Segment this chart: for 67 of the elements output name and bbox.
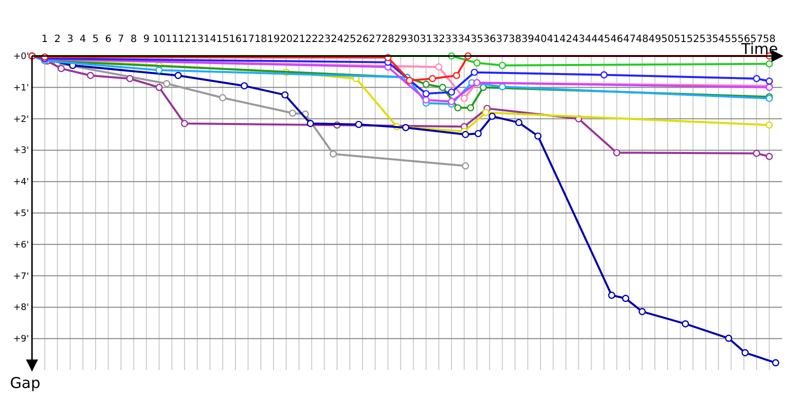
x-tick-label: 58 [762,34,776,45]
y-tick-label: +0' [13,52,29,62]
x-tick-label: 4 [80,34,86,45]
y-axis-title: Gap [10,374,40,392]
x-tick-label: 27 [368,34,382,45]
x-tick-label: 1 [42,34,48,45]
x-tick-label: 10 [152,34,166,45]
y-tick-label: +9' [13,334,29,345]
y-tick-label: +4' [13,178,29,188]
x-tick-label: 9 [143,34,150,45]
x-tick-label: 44 [584,34,598,45]
x-tick-label: 22 [305,34,318,45]
x-tick-label: 25 [343,34,356,45]
x-tick-label: 48 [636,34,649,45]
x-tick-label: 19 [267,34,280,45]
x-tick-label: 28 [382,34,394,45]
x-tick-label: 8 [130,34,137,45]
x-tick-label: 18 [254,34,268,45]
x-tick-label: 23 [318,34,331,45]
x-tick-label: 11 [165,34,178,45]
x-tick-label: 49 [648,34,662,45]
y-tick-label: +8' [13,303,29,314]
x-tick-label: 50 [661,34,674,45]
x-tick-label: 7 [118,34,124,45]
x-tick-label: 51 [674,34,687,45]
x-tick-label: 45 [598,34,610,45]
x-tick-label: 40 [534,34,547,45]
x-tick-label: 30 [406,34,420,45]
x-tick-label: 24 [330,34,344,45]
x-tick-label: 41 [546,34,560,45]
x-tick-label: 43 [572,34,585,45]
x-tick-label: 36 [483,34,496,45]
x-tick-label: 34 [458,34,471,45]
x-tick-label: 20 [280,34,293,45]
x-tick-label: 21 [292,34,306,45]
x-tick-label: 38 [508,34,522,45]
x-tick-label: 39 [521,34,534,45]
x-tick-label: 37 [496,34,509,45]
y-tick-label: +2' [13,114,29,125]
x-tick-label: 33 [445,34,458,45]
x-tick-label: 47 [623,34,636,45]
x-tick-label: 42 [560,34,572,45]
y-tick-label: +6' [13,240,29,250]
x-tick-label: 16 [229,34,242,45]
x-tick-label: 31 [420,34,432,45]
x-tick-label: 26 [356,34,369,45]
x-tick-label: 55 [724,34,738,45]
x-tick-label: 5 [92,34,99,45]
x-tick-label: 12 [178,34,191,45]
x-tick-label: 35 [470,34,484,45]
x-tick-label: 6 [105,34,112,45]
x-tick-label: 52 [686,34,700,45]
x-tick-label: 14 [204,34,216,45]
x-tick-label: 32 [432,34,446,45]
x-tick-label: 29 [394,34,408,45]
y-tick-label: +1' [13,83,29,94]
x-tick-label: 46 [610,34,624,45]
y-tick-label: +7' [13,272,29,282]
y-tick-label: +5' [13,209,29,219]
x-tick-label: 17 [242,34,254,45]
x-tick-label: 3 [66,34,74,45]
x-tick-label: 13 [190,34,204,45]
x-tick-label: 53 [699,34,712,45]
x-tick-label: 15 [216,34,230,45]
y-tick-label: +3' [13,146,29,156]
x-tick-label: 54 [712,34,725,45]
x-tick-label: 2 [54,34,61,45]
